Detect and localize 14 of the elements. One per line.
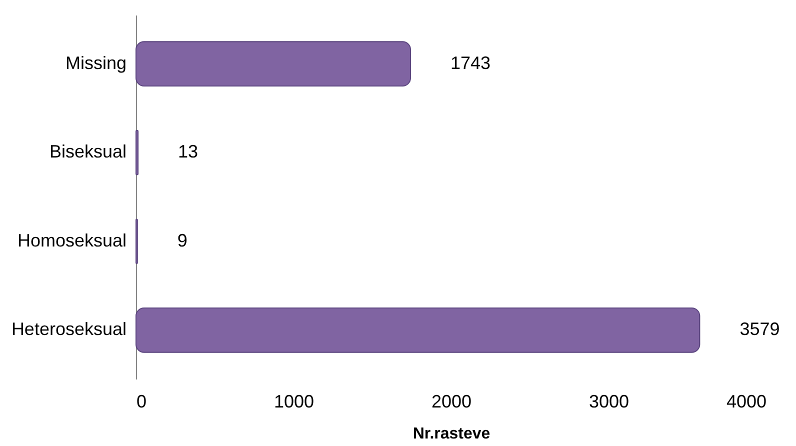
x-tick-label: 0 [136,392,147,412]
x-tick-label: 4000 [726,392,766,412]
x-axis-title: Nr.rasteve [412,426,490,442]
data-label: 9 [177,230,188,250]
data-label: 3579 [740,319,780,340]
y-tick-label: Homoseksual [17,230,126,250]
data-label: 1743 [450,52,491,73]
x-tick-label: 3000 [588,392,630,412]
x-tick-label: 2000 [431,392,472,412]
y-tick-label: Heteroseksual [11,319,126,340]
y-tick-label: Missing [65,52,126,73]
data-label: 13 [178,142,198,162]
x-tick-label: 1000 [274,392,314,412]
y-tick-label: Biseksual [49,142,126,162]
